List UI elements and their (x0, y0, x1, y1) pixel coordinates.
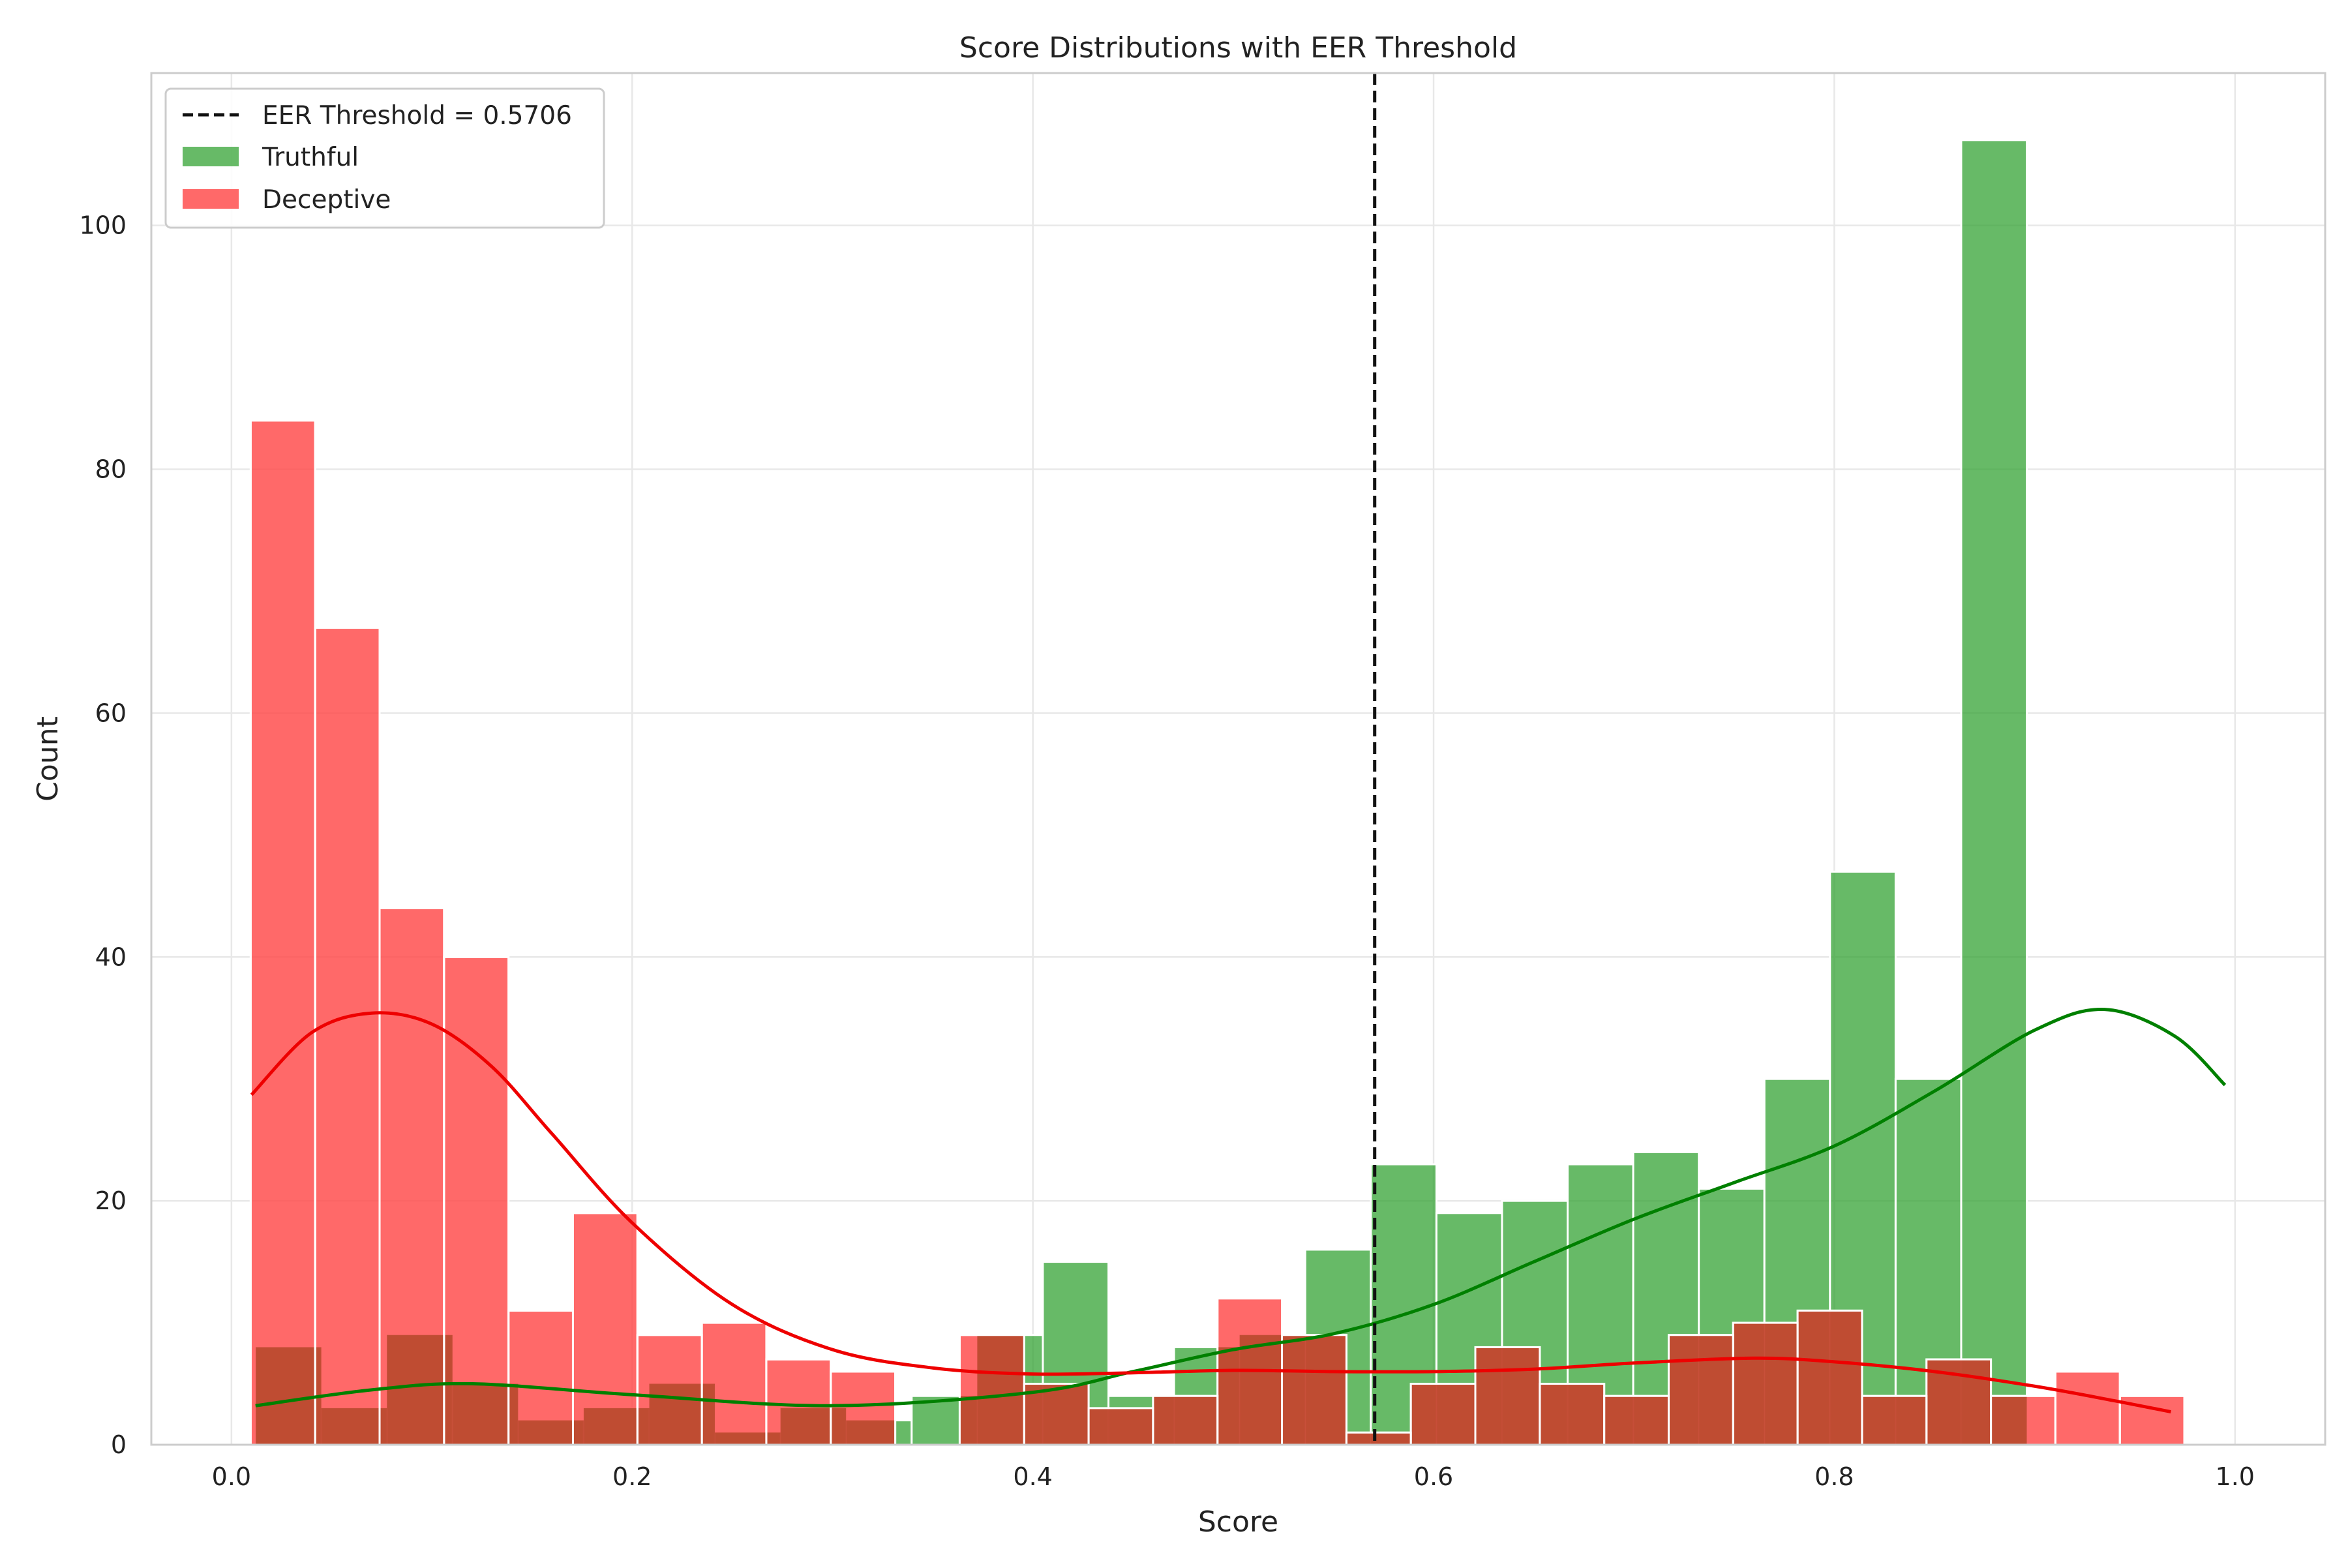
overlap-bar-43 (1733, 1323, 1765, 1445)
overlap-bar-50 (1961, 1359, 1991, 1445)
overlap-bar-38 (1567, 1383, 1604, 1445)
x-tick-label-4: 0.8 (1814, 1462, 1854, 1491)
deceptive-bar-5 (571, 1212, 639, 1446)
overlap-bar-33 (1411, 1383, 1437, 1445)
overlap-bar-44 (1764, 1323, 1798, 1445)
overlap-bar-31 (1346, 1432, 1371, 1445)
overlap-bar-16 (780, 1408, 831, 1445)
overlap-bar-25 (1152, 1396, 1175, 1445)
overlap-bar-22 (1042, 1383, 1089, 1445)
overlap-bar-32 (1370, 1432, 1411, 1445)
overlap-bar-6 (452, 1383, 509, 1445)
y-axis-label: Count (31, 716, 65, 802)
legend-box (164, 87, 605, 229)
overlap-bar-24 (1108, 1408, 1153, 1445)
x-tick-label-3: 0.6 (1414, 1462, 1453, 1491)
y-tick-label-5: 100 (79, 211, 127, 240)
y-tick-label-3: 60 (95, 699, 127, 727)
legend-deceptive-label: Deceptive (262, 185, 391, 215)
overlap-bar-26 (1174, 1396, 1218, 1445)
overlap-bar-9 (573, 1420, 584, 1445)
overlap-bar-15 (766, 1432, 781, 1445)
overlap-bar-27 (1217, 1347, 1240, 1445)
overlap-bar-34 (1436, 1383, 1475, 1445)
overlap-bar-17 (830, 1408, 847, 1445)
y-tick-label-2: 40 (95, 942, 127, 971)
y-tick-label-0: 0 (111, 1430, 127, 1459)
deceptive-bar-0 (249, 419, 316, 1446)
overlap-bar-0 (256, 1347, 316, 1445)
x-axis-label: Score (1198, 1505, 1278, 1539)
overlap-bar-40 (1633, 1396, 1669, 1445)
x-tick-label-2: 0.4 (1013, 1462, 1052, 1491)
y-tick-label-1: 20 (95, 1186, 127, 1215)
overlap-bar-42 (1698, 1334, 1734, 1445)
deceptive-bar-28 (2054, 1370, 2121, 1446)
overlap-bar-8 (518, 1420, 573, 1445)
legend-truthful-swatch (183, 147, 239, 166)
overlap-bar-5 (444, 1334, 453, 1445)
overlap-bar-41 (1668, 1334, 1699, 1445)
overlap-bar-10 (583, 1408, 638, 1445)
deceptive-bar-3 (443, 956, 510, 1446)
overlap-bar-7 (508, 1383, 519, 1445)
overlap-bar-4 (387, 1334, 444, 1445)
deceptive-kde-line (250, 1011, 2171, 1413)
overlap-bar-23 (1089, 1408, 1109, 1445)
overlap-bar-14 (715, 1432, 766, 1445)
overlap-bar-36 (1501, 1347, 1540, 1445)
overlap-bar-30 (1305, 1334, 1347, 1445)
overlap-bar-3 (380, 1408, 387, 1445)
overlap-bar-29 (1282, 1334, 1306, 1445)
overlap-bar-18 (846, 1420, 896, 1445)
overlap-bar-19 (959, 1396, 978, 1445)
overlap-bar-35 (1475, 1347, 1502, 1445)
x-tick-label-1: 0.2 (612, 1462, 652, 1491)
truthful-kde-line (255, 1008, 2227, 1408)
overlap-bar-11 (637, 1408, 650, 1445)
overlap-bar-48 (1895, 1396, 1927, 1445)
truthful-bar-26 (1960, 139, 2028, 1446)
deceptive-bar-1 (314, 627, 381, 1446)
overlap-bar-20 (977, 1334, 1025, 1445)
overlap-bar-45 (1798, 1310, 1830, 1445)
chart-title: Score Distributions with EER Threshold (959, 31, 1517, 65)
kde-layer (250, 1008, 2227, 1413)
y-tick-label-4: 80 (95, 455, 127, 484)
overlap-bar-46 (1829, 1310, 1862, 1445)
legend-truthful-label: Truthful (262, 143, 359, 172)
bars-layer (249, 139, 2186, 1446)
overlap-layer (249, 419, 2186, 1446)
overlap-bar-47 (1861, 1396, 1896, 1445)
ticks-layer: 0.0 0.2 0.4 0.6 0.8 1.0 0 20 40 60 80 100 (79, 211, 2255, 1491)
legend: EER Threshold = 0.5706 Truthful Deceptiv… (164, 87, 605, 229)
x-tick-label-5: 1.0 (2216, 1462, 2255, 1491)
overlap-bar-39 (1604, 1396, 1634, 1445)
x-tick-label-0: 0.0 (212, 1462, 251, 1491)
overlap-bar-28 (1239, 1334, 1282, 1445)
legend-threshold-label: EER Threshold = 0.5706 (262, 101, 572, 130)
overlap-bar-37 (1539, 1383, 1568, 1445)
overlap-bar-13 (702, 1383, 715, 1445)
overlap-bar-51 (1991, 1396, 2027, 1445)
overlap-bar-12 (649, 1383, 702, 1445)
plot-frame (150, 72, 2326, 1446)
legend-deceptive-swatch (183, 189, 239, 209)
overlap-bar-2 (321, 1408, 380, 1445)
